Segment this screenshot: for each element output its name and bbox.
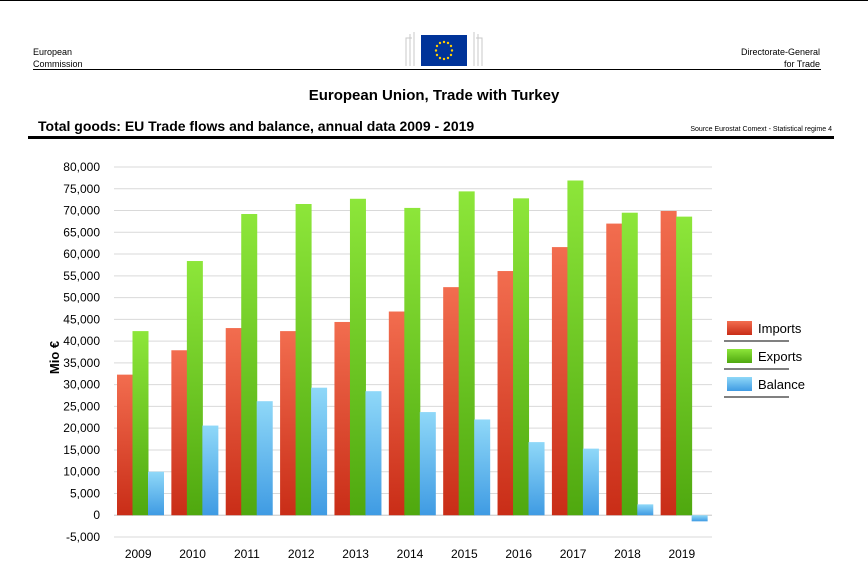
y-tick-label: 80,000 — [63, 160, 100, 174]
org-line-1: European — [33, 47, 73, 57]
legend-label-exports: Exports — [758, 349, 803, 364]
balance-bar — [256, 401, 273, 516]
y-tick-label: 15,000 — [63, 443, 100, 457]
imports-bar — [280, 331, 297, 516]
imports-bar — [606, 223, 623, 516]
imports-bar — [225, 328, 242, 516]
y-tick-label: 75,000 — [63, 182, 100, 196]
balance-bar — [691, 515, 708, 522]
balance-bar — [474, 419, 491, 516]
dg-line-2: for Trade — [783, 59, 820, 69]
dg-line-1: Directorate-General — [740, 47, 820, 57]
y-tick-label: 50,000 — [63, 291, 100, 305]
y-tick-label: 20,000 — [63, 421, 100, 435]
top-border — [0, 0, 868, 1]
x-tick-label: 2016 — [505, 547, 532, 561]
legend-swatch-imports — [727, 321, 752, 335]
exports-bar — [567, 180, 584, 516]
y-tick-label: 30,000 — [63, 378, 100, 392]
exports-bar — [404, 207, 421, 516]
y-tick-label: 0 — [93, 508, 100, 522]
balance-bar — [419, 412, 436, 516]
legend-swatch-balance — [727, 377, 752, 391]
x-tick-label: 2018 — [614, 547, 641, 561]
imports-bar — [334, 321, 351, 516]
org-name: European Commission — [33, 46, 153, 70]
exports-bar — [458, 191, 475, 516]
y-tick-label: 70,000 — [63, 204, 100, 218]
x-tick-label: 2015 — [451, 547, 478, 561]
title-divider — [28, 136, 834, 139]
y-tick-label: 65,000 — [63, 225, 100, 239]
page-title: European Union, Trade with Turkey — [308, 87, 560, 104]
x-tick-label: 2009 — [125, 547, 152, 561]
balance-bar — [582, 448, 599, 516]
y-tick-label: 40,000 — [63, 334, 100, 348]
x-tick-label: 2019 — [668, 547, 695, 561]
x-tick-label: 2011 — [234, 547, 260, 561]
y-tick-label: 5,000 — [70, 486, 100, 500]
exports-bar — [676, 216, 693, 516]
x-tick-label: 2010 — [179, 547, 206, 561]
balance-bar — [311, 387, 328, 516]
y-tick-label: 55,000 — [63, 269, 100, 283]
imports-bar — [171, 350, 188, 516]
org-line-2: Commission — [33, 59, 83, 69]
exports-bar — [186, 261, 203, 516]
header-divider — [33, 69, 821, 70]
y-tick-label: 60,000 — [63, 247, 100, 261]
balance-bar — [148, 471, 164, 516]
legend-swatch-exports — [727, 349, 752, 363]
exports-bar — [295, 204, 312, 516]
trade-bar-chart: 80,000 75,000 70,000 65,000 60,000 55,000 50,0… — [63, 160, 805, 561]
x-tick-label: 2014 — [397, 547, 424, 561]
legend-label-imports: Imports — [758, 321, 802, 336]
y-tick-label: 25,000 — [63, 399, 100, 413]
imports-bar — [117, 374, 133, 516]
exports-bar — [621, 212, 638, 516]
imports-bar — [551, 247, 568, 516]
y-tick-label: 10,000 — [63, 465, 100, 479]
y-tick-label: -5,000 — [66, 530, 100, 544]
chart-subtitle: Total goods: EU Trade flows and balance,… — [38, 118, 475, 134]
x-tick-label: 2013 — [342, 547, 369, 561]
balance-bar — [637, 504, 654, 516]
y-tick-label: 45,000 — [63, 312, 100, 326]
source-note: Source Eurostat Comext - Statistical reg… — [690, 126, 832, 133]
imports-bar — [443, 287, 460, 516]
imports-bar — [660, 210, 677, 516]
legend-label-balance: Balance — [758, 377, 805, 392]
imports-bar — [497, 271, 514, 516]
balance-bar — [528, 442, 545, 516]
exports-bar — [513, 198, 530, 516]
imports-bar — [388, 311, 405, 516]
y-axis-label: Mio € — [47, 340, 63, 375]
exports-bar — [241, 214, 258, 516]
exports-bar — [132, 331, 149, 516]
dg-name: Directorate-General for Trade — [680, 46, 820, 70]
exports-bar — [349, 198, 366, 516]
balance-bar — [365, 391, 382, 516]
x-tick-label: 2012 — [288, 547, 315, 561]
balance-bar — [202, 425, 219, 516]
y-tick-label: 35,000 — [63, 356, 100, 370]
x-tick-label: 2017 — [560, 547, 587, 561]
eu-flag-logo-icon — [405, 32, 483, 66]
